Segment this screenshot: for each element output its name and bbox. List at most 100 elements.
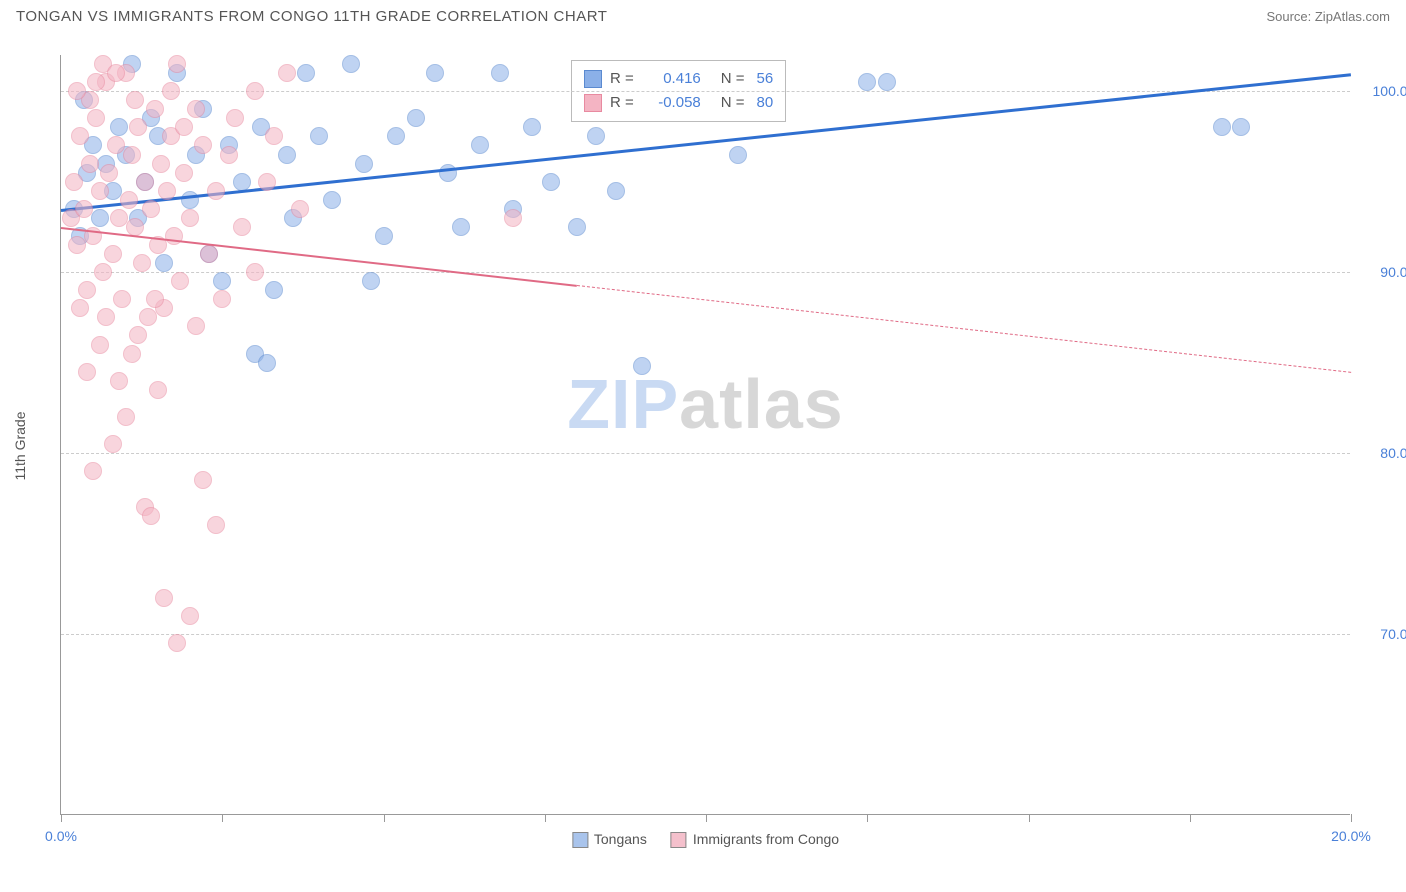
data-point: [504, 209, 522, 227]
watermark-atlas: atlas: [679, 365, 844, 443]
data-point: [1213, 118, 1231, 136]
data-point: [168, 55, 186, 73]
data-point: [387, 127, 405, 145]
data-point: [110, 118, 128, 136]
data-point: [587, 127, 605, 145]
trendline-extrapolated: [577, 285, 1351, 373]
data-point: [265, 127, 283, 145]
legend-n-value: 80: [757, 91, 774, 115]
data-point: [171, 272, 189, 290]
data-point: [207, 182, 225, 200]
legend-r-value: 0.416: [646, 67, 701, 91]
data-point: [142, 200, 160, 218]
legend-row: R =0.416N =56: [584, 67, 773, 91]
data-point: [207, 516, 225, 534]
data-point: [136, 173, 154, 191]
data-point: [187, 317, 205, 335]
data-point: [291, 200, 309, 218]
data-point: [126, 218, 144, 236]
series-legend: Tongans Immigrants from Congo: [572, 831, 839, 848]
data-point: [78, 281, 96, 299]
data-point: [194, 136, 212, 154]
x-tick: [545, 814, 546, 822]
x-tick: [1351, 814, 1352, 822]
data-point: [126, 91, 144, 109]
data-point: [407, 109, 425, 127]
legend-n-label: N =: [721, 91, 745, 115]
data-point: [78, 363, 96, 381]
data-point: [68, 236, 86, 254]
data-point: [607, 182, 625, 200]
data-point: [342, 55, 360, 73]
legend-label: Immigrants from Congo: [693, 831, 839, 847]
data-point: [194, 471, 212, 489]
source-label: Source: ZipAtlas.com: [1266, 9, 1390, 24]
data-point: [146, 100, 164, 118]
data-point: [452, 218, 470, 236]
data-point: [471, 136, 489, 154]
chart-title: TONGAN VS IMMIGRANTS FROM CONGO 11TH GRA…: [16, 8, 607, 25]
gridline: [61, 634, 1350, 635]
data-point: [162, 82, 180, 100]
y-tick-label: 70.0%: [1360, 626, 1406, 642]
data-point: [149, 381, 167, 399]
data-point: [246, 82, 264, 100]
data-point: [110, 372, 128, 390]
data-point: [426, 64, 444, 82]
data-point: [113, 290, 131, 308]
data-point: [91, 182, 109, 200]
data-point: [878, 73, 896, 91]
data-point: [129, 118, 147, 136]
data-point: [323, 191, 341, 209]
bottom-legend-item: Tongans: [572, 831, 647, 848]
data-point: [175, 164, 193, 182]
data-point: [155, 254, 173, 272]
data-point: [246, 263, 264, 281]
data-point: [87, 73, 105, 91]
x-tick: [1190, 814, 1191, 822]
legend-r-value: -0.058: [646, 91, 701, 115]
y-tick-label: 100.0%: [1360, 83, 1406, 99]
y-tick-label: 90.0%: [1360, 264, 1406, 280]
data-point: [542, 173, 560, 191]
y-tick-label: 80.0%: [1360, 445, 1406, 461]
data-point: [120, 191, 138, 209]
y-axis-title: 11th Grade: [12, 411, 28, 480]
x-tick: [61, 814, 62, 822]
data-point: [123, 345, 141, 363]
data-point: [213, 290, 231, 308]
data-point: [97, 308, 115, 326]
legend-swatch: [584, 94, 602, 112]
data-point: [181, 209, 199, 227]
data-point: [104, 435, 122, 453]
data-point: [129, 326, 147, 344]
data-point: [568, 218, 586, 236]
data-point: [362, 272, 380, 290]
data-point: [117, 408, 135, 426]
legend-label: Tongans: [594, 831, 647, 847]
chart-plot-area: ZIPatlas R =0.416N =56R =-0.058N =80 Ton…: [60, 55, 1350, 815]
data-point: [858, 73, 876, 91]
data-point: [265, 281, 283, 299]
data-point: [94, 263, 112, 281]
data-point: [65, 173, 83, 191]
data-point: [200, 245, 218, 263]
bottom-legend-item: Immigrants from Congo: [671, 831, 839, 848]
data-point: [181, 191, 199, 209]
watermark: ZIPatlas: [567, 364, 843, 444]
data-point: [146, 290, 164, 308]
data-point: [91, 336, 109, 354]
data-point: [68, 82, 86, 100]
data-point: [310, 127, 328, 145]
data-point: [84, 462, 102, 480]
x-tick: [384, 814, 385, 822]
data-point: [123, 146, 141, 164]
data-point: [152, 155, 170, 173]
data-point: [633, 357, 651, 375]
data-point: [168, 634, 186, 652]
data-point: [226, 109, 244, 127]
data-point: [375, 227, 393, 245]
legend-n-value: 56: [757, 67, 774, 91]
x-tick: [222, 814, 223, 822]
gridline: [61, 453, 1350, 454]
